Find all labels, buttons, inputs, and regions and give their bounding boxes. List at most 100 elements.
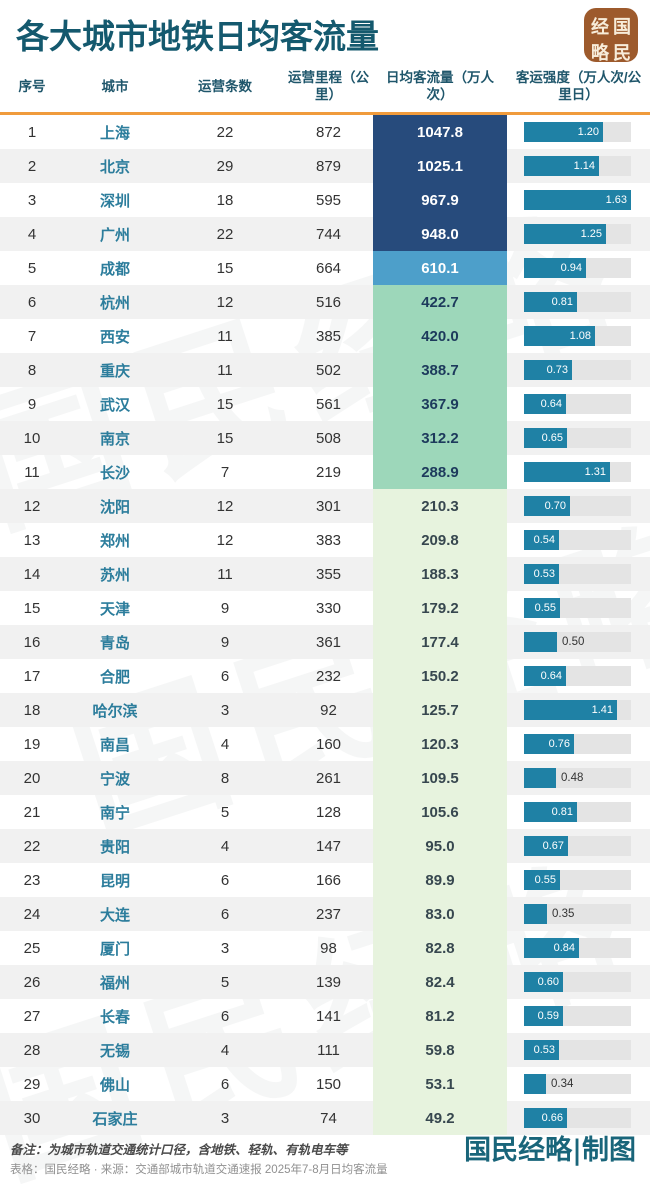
- city-cell: 哈尔滨: [92, 702, 138, 720]
- rank-cell: 24: [23, 905, 41, 923]
- intensity-cell: 1.41: [507, 693, 650, 727]
- intensity-bar: [524, 904, 547, 924]
- table-row: 25 厦门 3 98 82.8 0.84: [0, 931, 650, 965]
- intensity-bar: 0.73: [524, 360, 572, 380]
- intensity-bar: 0.60: [524, 972, 563, 992]
- rank-cell: 4: [27, 225, 37, 243]
- table-row: 11 长沙 7 219 288.9 1.31: [0, 455, 650, 489]
- daily-flow-cell: 89.9: [373, 863, 507, 897]
- mileage-cell: 232: [315, 667, 342, 685]
- rank-cell: 5: [27, 259, 37, 277]
- table-row: 13 郑州 12 383 209.8 0.54: [0, 523, 650, 557]
- mileage-cell: 111: [317, 1041, 340, 1059]
- seal-char: 国: [613, 17, 631, 38]
- intensity-cell: 1.31: [507, 455, 650, 489]
- city-cell: 上海: [99, 124, 130, 142]
- city-cell: 贵阳: [99, 838, 130, 856]
- rank-cell: 10: [23, 429, 41, 447]
- lines-count-cell: 4: [220, 735, 230, 753]
- mileage-cell: 219: [315, 463, 342, 481]
- table-row: 4 广州 22 744 948.0 1.25: [0, 217, 650, 251]
- intensity-bar: 0.64: [524, 666, 566, 686]
- intensity-cell: 1.20: [507, 115, 650, 149]
- city-cell: 天津: [99, 600, 130, 618]
- intensity-bar-track: 0.35: [524, 904, 631, 924]
- intensity-bar-track: 0.55: [524, 598, 631, 618]
- intensity-bar: 0.76: [524, 734, 574, 754]
- daily-flow-cell: 83.0: [373, 897, 507, 931]
- intensity-cell: 0.59: [507, 999, 650, 1033]
- city-cell: 成都: [99, 260, 130, 278]
- column-header: 运营条数: [198, 78, 252, 94]
- rank-cell: 26: [23, 973, 41, 991]
- daily-flow-cell: 288.9: [373, 455, 507, 489]
- mileage-cell: 361: [315, 633, 342, 651]
- mileage-cell: 166: [315, 871, 342, 889]
- intensity-cell: 0.84: [507, 931, 650, 965]
- city-cell: 厦门: [99, 940, 130, 958]
- rank-cell: 15: [23, 599, 41, 617]
- daily-flow-cell: 150.2: [373, 659, 507, 693]
- daily-flow-cell: 1047.8: [373, 115, 507, 149]
- lines-count-cell: 9: [220, 599, 230, 617]
- intensity-cell: 0.67: [507, 829, 650, 863]
- table-row: 2 北京 29 879 1025.1 1.14: [0, 149, 650, 183]
- intensity-cell: 0.81: [507, 285, 650, 319]
- lines-count-cell: 15: [216, 429, 234, 447]
- intensity-cell: 0.81: [507, 795, 650, 829]
- daily-flow-cell: 179.2: [373, 591, 507, 625]
- table-row: 8 重庆 11 502 388.7 0.73: [0, 353, 650, 387]
- intensity-cell: 0.65: [507, 421, 650, 455]
- lines-count-cell: 11: [217, 565, 233, 583]
- intensity-bar-track: 0.53: [524, 1040, 631, 1060]
- table-row: 5 成都 15 664 610.1 0.94: [0, 251, 650, 285]
- mileage-cell: 237: [315, 905, 342, 923]
- intensity-value-label: 0.48: [561, 772, 584, 784]
- intensity-bar-track: 0.81: [524, 802, 631, 822]
- intensity-bar-track: 0.53: [524, 564, 631, 584]
- intensity-bar-track: 0.60: [524, 972, 631, 992]
- intensity-bar-track: 0.34: [524, 1074, 631, 1094]
- intensity-bar: 0.53: [524, 564, 559, 584]
- daily-flow-cell: 188.3: [373, 557, 507, 591]
- city-cell: 沈阳: [99, 498, 130, 516]
- intensity-cell: 0.70: [507, 489, 650, 523]
- city-cell: 长沙: [99, 464, 130, 482]
- rank-cell: 16: [23, 633, 41, 651]
- table-row: 3 深圳 18 595 967.9 1.63: [0, 183, 650, 217]
- mileage-cell: 355: [315, 565, 342, 583]
- intensity-bar-track: 0.67: [524, 836, 631, 856]
- table-body: 1 上海 22 872 1047.8 1.20 2 北京 29 879 1025.1 1.14 3 深圳 1…: [0, 115, 650, 1135]
- daily-flow-cell: 105.6: [373, 795, 507, 829]
- lines-count-cell: 4: [220, 837, 230, 855]
- lines-count-cell: 3: [220, 1109, 230, 1127]
- lines-count-cell: 5: [220, 803, 230, 821]
- lines-count-cell: 3: [220, 939, 230, 957]
- intensity-bar-track: 0.70: [524, 496, 631, 516]
- mileage-cell: 516: [315, 293, 342, 311]
- rank-cell: 18: [23, 701, 41, 719]
- intensity-bar: 0.66: [524, 1108, 567, 1128]
- rank-cell: 1: [27, 123, 37, 141]
- intensity-bar: 1.41: [524, 700, 617, 720]
- intensity-cell: 1.63: [507, 183, 650, 217]
- rank-cell: 17: [23, 667, 41, 685]
- rank-cell: 7: [27, 327, 37, 345]
- table-row: 29 佛山 6 150 53.1 0.34: [0, 1067, 650, 1101]
- mileage-cell: 330: [315, 599, 342, 617]
- lines-count-cell: 18: [216, 191, 234, 209]
- intensity-cell: 0.53: [507, 557, 650, 591]
- mileage-cell: 98: [320, 939, 337, 957]
- mileage-cell: 160: [315, 735, 342, 753]
- mileage-cell: 147: [315, 837, 342, 855]
- intensity-cell: 0.60: [507, 965, 650, 999]
- mileage-cell: 150: [315, 1075, 342, 1093]
- rank-cell: 9: [27, 395, 37, 413]
- intensity-bar: 1.25: [524, 224, 606, 244]
- intensity-cell: 1.08: [507, 319, 650, 353]
- intensity-bar-track: 0.64: [524, 666, 631, 686]
- mileage-cell: 744: [315, 225, 342, 243]
- city-cell: 无锡: [99, 1042, 130, 1060]
- intensity-bar-track: 0.76: [524, 734, 631, 754]
- rank-cell: 21: [23, 803, 41, 821]
